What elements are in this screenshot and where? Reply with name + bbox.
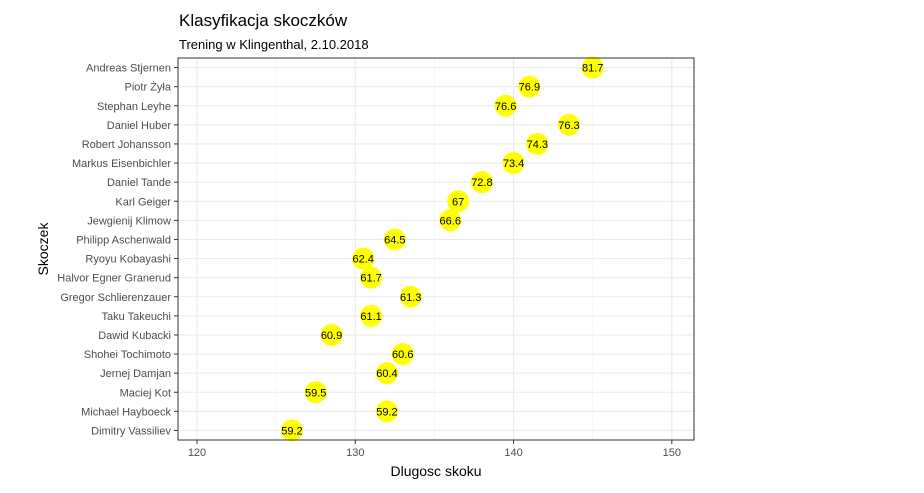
- data-point: [526, 132, 549, 155]
- y-tick-label: Piotr Żyła: [125, 81, 172, 94]
- data-point: [352, 247, 375, 270]
- plot-border: [177, 57, 695, 441]
- x-tick-label: 140: [504, 447, 522, 459]
- data-label: 73.4: [503, 158, 524, 170]
- data-point: [375, 400, 398, 423]
- data-label: 67: [452, 196, 464, 208]
- y-tick-label: Karl Geiger: [115, 196, 171, 208]
- data-label: 59.2: [281, 425, 302, 437]
- data-point: [502, 152, 525, 175]
- y-tick-label: Halvor Egner Granerud: [57, 273, 171, 285]
- data-label: 62.4: [352, 254, 373, 266]
- data-label: 66.6: [440, 215, 461, 227]
- data-point: [304, 381, 327, 404]
- y-tick-label: Dimitry Vassiliev: [91, 425, 171, 437]
- data-label: 59.2: [376, 406, 397, 418]
- data-label: 60.4: [376, 368, 397, 380]
- y-axis-title: Skoczek: [35, 222, 51, 276]
- data-point: [360, 304, 383, 327]
- data-label: 76.6: [495, 101, 516, 113]
- y-tick-label: Andreas Stjernen: [86, 63, 171, 75]
- y-tick-label: Shohei Tochimoto: [84, 349, 171, 361]
- y-tick-label: Gregor Schlierenzauer: [60, 292, 171, 304]
- data-label: 64.5: [384, 234, 405, 246]
- data-point: [470, 171, 493, 194]
- chart-subtitle: Trening w Klingenthal, 2.10.2018: [179, 37, 369, 52]
- chart-title: Klasyfikacja skoczków: [179, 11, 348, 30]
- data-label: 76.3: [558, 120, 579, 132]
- y-tick-label: Stephan Leyhe: [97, 101, 171, 113]
- y-tick-label: Maciej Kot: [120, 387, 171, 399]
- data-label: 61.1: [360, 311, 381, 323]
- data-point: [320, 323, 343, 346]
- data-label: 60.9: [321, 330, 342, 342]
- data-point: [494, 94, 517, 117]
- x-tick-label: 150: [663, 447, 681, 459]
- data-label: 76.9: [519, 82, 540, 94]
- data-point: [375, 362, 398, 385]
- data-label: 74.3: [527, 139, 548, 151]
- data-point: [447, 190, 470, 213]
- plot-background: [178, 58, 694, 440]
- x-tick-label: 130: [346, 447, 364, 459]
- y-tick-label: Ryoyu Kobayashi: [85, 254, 171, 266]
- data-point: [391, 343, 414, 366]
- y-tick-label: Taku Takeuchi: [101, 311, 171, 323]
- y-tick-label: Philipp Aschenwald: [76, 234, 171, 246]
- y-tick-label: Daniel Tande: [107, 177, 171, 189]
- y-tick-label: Daniel Huber: [107, 120, 172, 132]
- data-point: [280, 419, 303, 442]
- data-label: 61.3: [400, 292, 421, 304]
- data-point: [557, 113, 580, 136]
- data-point: [581, 56, 604, 79]
- y-tick-label: Michael Hayboeck: [81, 406, 171, 418]
- plot-area: 81.7 76.976.6 76.3 74.373.4 72.8 67 66.6 64.5 62…: [57, 56, 695, 459]
- x-axis-title: Dlugosc skoku: [390, 463, 481, 479]
- data-point: [439, 209, 462, 232]
- data-point: [360, 266, 383, 289]
- y-tick-label: Jewgienij Klimow: [87, 215, 171, 227]
- data-label: 61.7: [360, 273, 381, 285]
- y-tick-label: Markus Eisenbichler: [72, 158, 171, 170]
- y-tick-label: Dawid Kubacki: [98, 330, 171, 342]
- data-point: [383, 228, 406, 251]
- data-label: 60.6: [392, 349, 413, 361]
- data-label: 72.8: [471, 177, 492, 189]
- y-tick-label: Robert Johansson: [82, 139, 171, 151]
- y-tick-label: Jernej Damjan: [100, 368, 171, 380]
- data-point: [399, 285, 422, 308]
- data-point: [518, 75, 541, 98]
- data-label: 81.7: [582, 63, 603, 75]
- x-tick-label: 120: [188, 447, 206, 459]
- data-label: 59.5: [305, 387, 326, 399]
